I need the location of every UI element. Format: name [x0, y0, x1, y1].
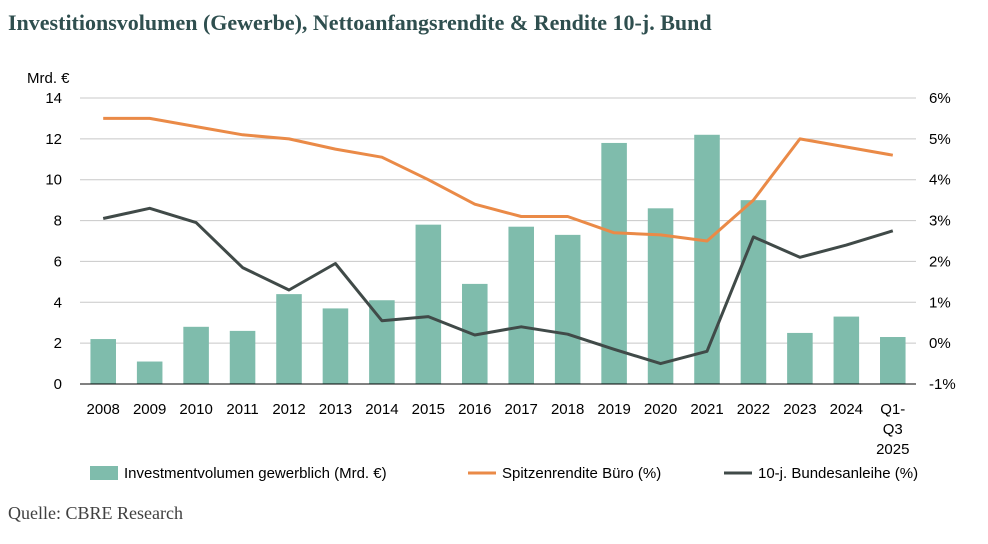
bundesanleihe-line	[102, 206, 894, 366]
x-axis-tick-label: 2010	[179, 401, 212, 418]
left-axis-unit-label: Mrd. €	[27, 70, 70, 87]
x-axis-tick-label: 2012	[272, 401, 305, 418]
left-axis-tick-label: 6	[54, 253, 62, 270]
bar	[90, 339, 116, 384]
bar	[787, 332, 813, 384]
x-axis-tick-label: 2009	[133, 401, 166, 418]
x-axis-tick-label: 2025	[876, 441, 909, 458]
source-note: Quelle: CBRE Research	[8, 503, 183, 523]
gridlines	[80, 97, 916, 344]
left-axis-tick-label: 8	[54, 213, 62, 230]
chart-title: Investitionsvolumen (Gewerbe), Nettoanfa…	[8, 10, 712, 35]
x-axis-tick-label: 2011	[226, 401, 258, 418]
legend-label: Spitzenrendite Büro (%)	[502, 465, 661, 482]
bar	[136, 361, 163, 384]
bar	[508, 226, 534, 384]
bar	[833, 316, 860, 384]
legend: Investmentvolumen gewerblich (Mrd. €) Spi…	[90, 465, 918, 482]
x-axis-tick-label: 2019	[597, 401, 630, 418]
x-axis-tick-label: Q3	[883, 421, 903, 438]
right-axis-tick-label: 1%	[929, 294, 951, 311]
left-axis-tick-label: 2	[54, 335, 62, 352]
x-axis-tick-label: 2020	[644, 401, 677, 418]
right-axis-tick-label: 2%	[929, 253, 951, 270]
x-axis-tick-label: 2013	[319, 401, 352, 418]
x-axis-tick-label: 2022	[737, 401, 770, 418]
right-axis-tick-label: 5%	[929, 131, 951, 148]
bar-series	[90, 134, 906, 384]
left-axis-tick-label: 0	[54, 376, 62, 393]
legend-label: Investmentvolumen gewerblich (Mrd. €)	[124, 465, 387, 482]
x-axis-tick-label: 2023	[783, 401, 816, 418]
right-axis: -1% 0% 1% 2% 3% 4% 5% 6%	[929, 90, 956, 393]
line-series	[102, 116, 894, 366]
left-axis-tick-label: 10	[45, 172, 62, 189]
left-axis: 0 2 4 6 8 10 12 14	[45, 90, 62, 393]
bar	[740, 200, 767, 384]
bar	[183, 326, 209, 384]
right-axis-tick-label: 6%	[929, 90, 951, 107]
x-axis-tick-label: 2014	[365, 401, 398, 418]
right-axis-tick-label: -1%	[929, 376, 956, 393]
bar	[415, 224, 442, 384]
x-axis-tick-label: Q1-	[880, 401, 905, 418]
bar	[554, 234, 581, 384]
x-axis-tick-label: 2017	[505, 401, 538, 418]
bar	[601, 142, 627, 384]
left-axis-tick-label: 14	[45, 90, 62, 107]
x-axis-tick-label: 2008	[87, 401, 120, 418]
bar	[694, 134, 720, 384]
legend-swatch-bar	[90, 466, 118, 480]
left-axis-tick-label: 4	[54, 294, 62, 311]
x-axis-tick-label: 2018	[551, 401, 584, 418]
bar	[322, 308, 349, 384]
x-axis-tick-label: 2016	[458, 401, 491, 418]
bar	[369, 300, 395, 384]
x-axis: 2008 2009 2010 2011 2012 2013 2014 2015 2016 2017…	[80, 383, 916, 458]
left-axis-tick-label: 12	[45, 131, 62, 148]
right-axis-tick-label: 4%	[929, 172, 951, 189]
bar	[229, 330, 256, 384]
right-axis-tick-label: 3%	[929, 213, 951, 230]
bar	[276, 294, 302, 384]
x-axis-tick-label: 2024	[830, 401, 863, 418]
spitzenrendite-line	[103, 116, 894, 243]
legend-label: 10-j. Bundesanleihe (%)	[758, 465, 918, 482]
x-axis-tick-label: 2015	[412, 401, 445, 418]
x-axis-tick-label: 2021	[690, 401, 723, 418]
bar	[647, 208, 674, 384]
right-axis-tick-label: 0%	[929, 335, 951, 352]
bar	[880, 337, 906, 384]
